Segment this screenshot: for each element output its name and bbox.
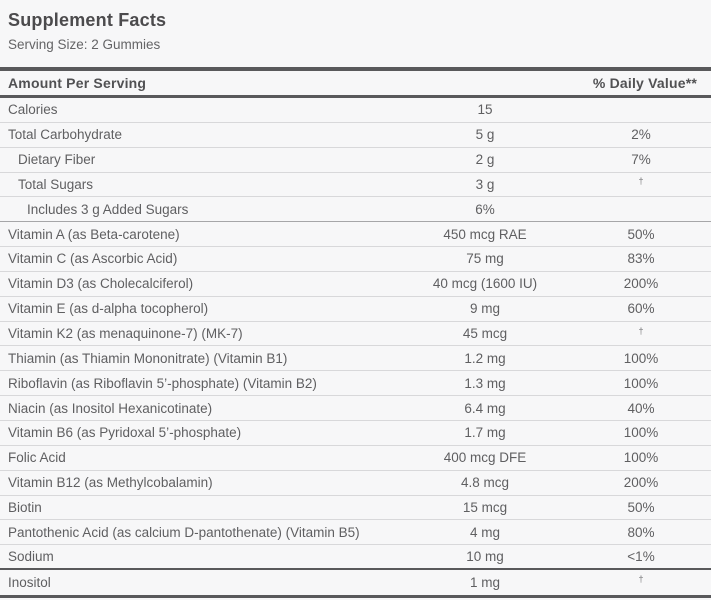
nutrient-daily-value: 100% [623,425,659,441]
table-row: Total Sugars 3 g † [0,173,711,198]
table-row: Inositol 1 mg † [0,570,711,595]
nutrient-name: Dietary Fiber [18,152,96,168]
nutrient-name: Riboflavin (as Riboflavin 5’-phosphate) … [8,375,317,391]
daily-value-header: % Daily Value** [592,75,697,91]
nutrient-amount: 1.3 mg [464,375,506,391]
table-row: Dietary Fiber 2 g 7% [0,148,711,173]
table-row: Vitamin A (as Beta-carotene) 450 mcg RAE… [0,222,711,248]
nutrient-name: Pantothenic Acid (as calcium D-pantothen… [8,524,360,540]
table-row: Pantothenic Acid (as calcium D-pantothen… [0,520,711,546]
nutrient-daily-value: 80% [627,524,655,540]
table-row: Vitamin B6 (as Pyridoxal 5’-phosphate) 1… [0,421,711,446]
nutrient-daily-value: † [638,176,644,187]
table-row: Calories 15 [0,98,711,123]
nutrient-name: Vitamin B6 (as Pyridoxal 5’-phosphate) [8,425,242,441]
nutrient-name: Niacin (as Inositol Hexanicotinate) [8,400,213,416]
nutrient-amount: 15 mcg [462,499,508,515]
nutrient-name: Vitamin C (as Ascorbic Acid) [8,251,178,267]
nutrient-amount: 15 [477,102,493,118]
nutrient-name: Sodium [8,549,54,565]
nutrient-name: Vitamin D3 (as Cholecalciferol) [8,276,194,292]
nutrient-amount: 75 mg [466,251,504,267]
nutrient-name: Folic Acid [8,450,66,466]
nutrient-daily-value: 200% [623,475,659,491]
nutrient-name: Total Sugars [18,176,94,192]
nutrient-amount: 40 mcg (1600 IU) [432,276,538,292]
nutrient-daily-value: 50% [627,226,655,242]
table-row: Vitamin B12 (as Methylcobalamin) 4.8 mcg… [0,471,711,496]
nutrient-amount: 1.2 mg [464,350,506,366]
nutrient-name: Vitamin K2 (as menaquinone-7) (MK-7) [8,326,243,342]
amount-per-serving-header: Amount Per Serving [8,75,147,91]
table-row: Vitamin C (as Ascorbic Acid) 75 mg 83% [0,247,711,272]
nutrient-amount: 400 mcg DFE [443,450,527,466]
table-row: Niacin (as Inositol Hexanicotinate) 6.4 … [0,396,711,421]
nutrient-amount: 45 mcg [462,326,508,342]
table-header-row: Amount Per Serving % Daily Value** [0,71,711,98]
nutrient-amount: 9 mg [469,301,500,317]
nutrient-daily-value: 40% [627,400,655,416]
table-row: Total Carbohydrate 5 g 2% [0,123,711,148]
table-row: Riboflavin (as Riboflavin 5’-phosphate) … [0,371,711,397]
table-row: Thiamin (as Thiamin Mononitrate) (Vitami… [0,346,711,372]
nutrient-amount: 6% [475,201,495,217]
facts-table: Amount Per Serving % Daily Value** Calor… [0,67,711,598]
nutrient-daily-value: 200% [623,276,659,292]
nutrient-daily-value: <1% [627,549,655,565]
table-row: Vitamin K2 (as menaquinone-7) (MK-7) 45 … [0,322,711,347]
nutrient-name: Includes 3 g Added Sugars [27,201,189,217]
nutrient-name: Vitamin B12 (as Methylcobalamin) [8,475,213,491]
nutrient-amount: 450 mcg RAE [443,226,527,242]
nutrient-daily-value: 83% [627,251,655,267]
nutrient-amount: 5 g [475,127,495,143]
nutrient-name: Inositol [8,574,51,590]
table-row: Folic Acid 400 mcg DFE 100% [0,446,711,471]
table-row: Vitamin D3 (as Cholecalciferol) 40 mcg (… [0,272,711,297]
nutrient-daily-value: 100% [623,450,659,466]
label-title: Supplement Facts [8,10,167,30]
nutrient-daily-value: 100% [623,350,659,366]
table-row: Includes 3 g Added Sugars 6% [0,197,711,223]
nutrient-amount: 3 g [475,176,495,192]
nutrient-name: Vitamin A (as Beta-carotene) [8,226,180,242]
facts-table-body: Calories 15 Total Carbohydrate 5 g 2% Di… [0,98,711,595]
nutrient-daily-value: 50% [627,499,655,515]
nutrient-amount: 4.8 mcg [460,475,510,491]
nutrient-daily-value: 7% [631,152,651,168]
nutrient-name: Biotin [8,499,42,515]
nutrient-amount: 10 mg [466,549,504,565]
nutrient-amount: 1 mg [469,574,500,590]
serving-size: Serving Size: 2 Gummies [8,37,161,52]
nutrient-name: Total Carbohydrate [8,127,123,143]
nutrient-name: Thiamin (as Thiamin Mononitrate) (Vitami… [8,350,288,366]
nutrient-name: Vitamin E (as d-alpha tocopherol) [8,301,209,317]
nutrient-daily-value: 100% [623,375,659,391]
nutrient-daily-value: 2% [631,127,651,143]
nutrient-amount: 1.7 mg [464,425,506,441]
table-row: Sodium 10 mg <1% [0,545,711,571]
nutrient-daily-value: 60% [627,301,655,317]
nutrient-amount: 2 g [475,152,495,168]
nutrient-amount: 4 mg [469,524,500,540]
nutrient-amount: 6.4 mg [464,400,506,416]
nutrient-daily-value: † [638,574,644,585]
table-row: Vitamin E (as d-alpha tocopherol) 9 mg 6… [0,297,711,322]
nutrient-name: Calories [8,102,58,118]
table-row: Biotin 15 mcg 50% [0,496,711,521]
nutrient-daily-value: † [638,325,644,336]
